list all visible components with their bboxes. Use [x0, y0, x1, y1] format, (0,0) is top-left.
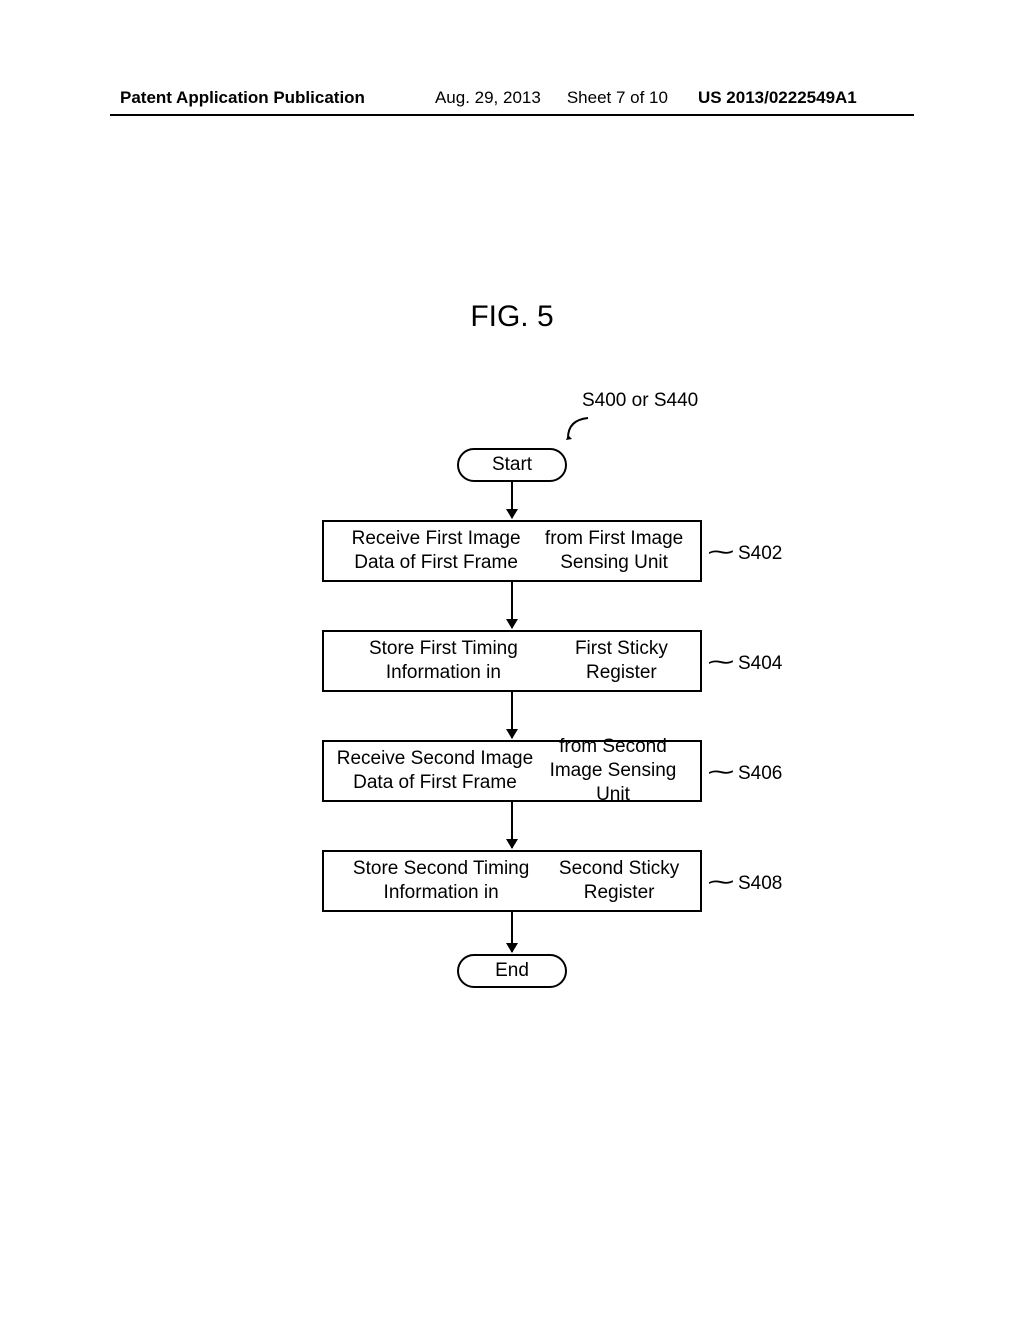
figure-title: FIG. 5	[0, 300, 1024, 334]
docnum-label: US 2013/0222549A1	[698, 88, 857, 108]
step-s402: Receive First Image Data of First Framef…	[322, 520, 702, 582]
step-s406: Receive Second Image Data of First Frame…	[322, 740, 702, 802]
reference-hook-icon	[564, 412, 592, 440]
flow-arrow-icon	[511, 802, 513, 848]
page-header: Patent Application Publication Aug. 29, …	[0, 88, 1024, 108]
patent-page: Patent Application Publication Aug. 29, …	[0, 0, 1024, 1320]
end-terminal: End	[457, 954, 567, 988]
step-s404: Store First Timing Information inFirst S…	[322, 630, 702, 692]
date-label: Aug. 29, 2013	[435, 88, 541, 108]
publication-label: Patent Application Publication	[120, 88, 365, 108]
step-ref-label: ⁓S404	[710, 649, 782, 675]
step-ref-label: ⁓S406	[710, 759, 782, 785]
flow-arrow-icon	[511, 582, 513, 628]
start-terminal: Start	[457, 448, 567, 482]
step-ref-label: ⁓S402	[710, 539, 782, 565]
sheet-label: Sheet 7 of 10	[567, 88, 668, 108]
flow-arrow-icon	[511, 692, 513, 738]
reference-label: S400 or S440	[582, 390, 698, 412]
step-s408: Store Second Timing Information inSecond…	[322, 850, 702, 912]
header-rule	[110, 114, 914, 116]
flow-arrow-icon	[511, 482, 513, 518]
step-ref-label: ⁓S408	[710, 869, 782, 895]
flow-arrow-icon	[511, 912, 513, 952]
